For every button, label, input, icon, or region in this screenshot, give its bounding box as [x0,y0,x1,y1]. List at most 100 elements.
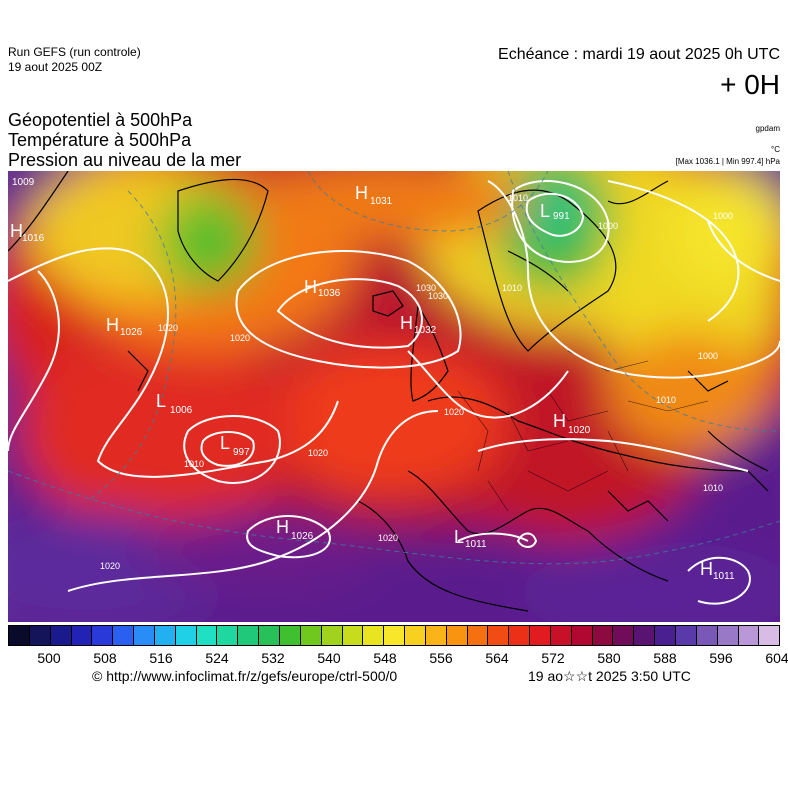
color-swatch [759,626,780,645]
color-swatch [613,626,635,645]
color-swatch [405,626,426,645]
svg-text:L: L [540,201,550,221]
svg-text:1020: 1020 [444,407,464,417]
color-scale-tick-label: 500 [37,650,61,666]
color-scale-bar [8,625,780,646]
svg-text:1016: 1016 [22,233,45,244]
svg-text:1030: 1030 [416,283,436,293]
low-1011-east: H 1011 [700,559,735,582]
color-swatch [238,626,260,645]
run-label: Run GEFS (run controle) [8,45,141,59]
pressure-systems: H 1016 1009 H 1031 L 991 H 1036 H 1032 H 1026 … [10,177,735,582]
color-swatch [279,626,301,645]
color-swatch [530,626,551,645]
svg-text:L: L [220,433,230,453]
svg-text:H: H [106,315,119,335]
echeance-label: Echéance : mardi 19 aout 2025 0h UTC [498,46,780,63]
low-1011-med: L 1011 [454,527,487,550]
color-swatch [634,626,656,645]
svg-text:H: H [355,183,368,203]
color-swatch [384,626,406,645]
color-scale-tick-label: 604 [765,650,788,666]
color-swatch [217,626,239,645]
color-swatch [321,626,343,645]
svg-text:1020: 1020 [378,533,398,543]
color-swatch [509,626,531,645]
color-swatch [425,626,447,645]
svg-text:1010: 1010 [508,193,528,203]
source-url[interactable]: © http://www.infoclimat.fr/z/gefs/europe… [92,668,398,684]
low-991: L 991 [540,201,570,222]
color-scale-tick-label: 532 [261,650,285,666]
color-swatch [134,626,155,645]
high-1016: H 1016 [10,221,45,244]
svg-text:1000: 1000 [713,211,733,221]
color-swatch [9,626,30,645]
generated-timestamp: 19 ao☆☆t 2025 3:50 UTC [528,668,691,684]
svg-text:991: 991 [553,211,570,222]
color-swatch [50,626,72,645]
svg-text:L: L [156,391,166,411]
color-swatch [655,626,676,645]
svg-text:1010: 1010 [184,459,204,469]
svg-text:1011: 1011 [465,539,487,550]
color-swatch [113,626,135,645]
color-swatch [92,626,114,645]
color-swatch [175,626,197,645]
svg-text:H: H [304,277,317,297]
color-swatch [488,626,510,645]
color-scale-tick-label: 572 [541,650,565,666]
weather-map[interactable]: H 1016 1009 H 1031 L 991 H 1036 H 1032 H 1026 … [8,171,780,622]
color-swatch [300,626,322,645]
svg-text:1010: 1010 [703,483,723,493]
low-997: L 997 [220,433,250,458]
color-swatch [342,626,364,645]
color-scale-tick-label: 564 [485,650,509,666]
run-date: 19 aout 2025 00Z [8,60,103,74]
color-swatch [592,626,614,645]
svg-text:H: H [553,411,566,431]
color-swatch [717,626,739,645]
high-1026-south: H 1026 [276,517,314,542]
color-swatch [550,626,572,645]
low-1006: L 1006 [156,391,193,416]
color-swatch [71,626,93,645]
svg-text:H: H [10,221,23,241]
color-scale-tick-label: 524 [205,650,229,666]
svg-text:1010: 1010 [502,283,522,293]
isobar-labels: 1020 1030 1010 1020 1020 1010 1020 1000 … [100,193,733,571]
lead-time: + 0H [720,69,780,100]
color-scale-tick-label: 596 [709,650,733,666]
coastlines [8,171,769,612]
svg-text:1020: 1020 [568,425,591,436]
color-swatch [676,626,697,645]
pressure-range: [Max 1036.1 | Min 997.4] hPa [675,157,780,166]
color-scale-tick-label: 540 [317,650,341,666]
high-1036: H 1036 [304,277,341,299]
svg-text:H: H [276,517,289,537]
color-swatch [738,626,760,645]
svg-text:1036: 1036 [318,288,341,299]
svg-text:1031: 1031 [370,196,393,207]
temperature-contours [8,171,780,565]
svg-text:1020: 1020 [230,333,250,343]
temperature-field [8,171,780,622]
color-scale-tick-label: 508 [93,650,117,666]
svg-text:1009: 1009 [12,177,35,188]
svg-text:1000: 1000 [598,221,618,231]
svg-text:1032: 1032 [414,325,437,336]
svg-text:L: L [454,527,464,547]
color-scale-tick-label: 548 [373,650,397,666]
svg-text:H: H [700,559,713,579]
color-swatch [696,626,718,645]
svg-text:1026: 1026 [291,531,314,542]
unit-gpdam: gpdam [755,124,780,133]
color-scale-tick-label: 556 [429,650,453,666]
color-scale-tick-label: 580 [597,650,621,666]
svg-text:1010: 1010 [656,395,676,405]
color-swatch [571,626,593,645]
svg-text:1026: 1026 [120,327,143,338]
color-swatch [29,626,51,645]
low-1009: 1009 [12,177,35,188]
isobars [8,180,780,605]
